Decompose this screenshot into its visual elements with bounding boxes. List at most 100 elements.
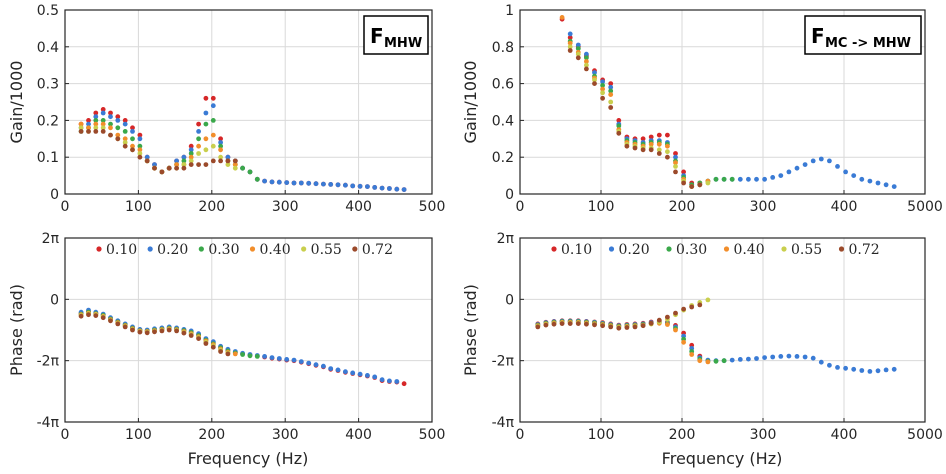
x-axis-label: Frequency (Hz) bbox=[188, 449, 309, 468]
data-point bbox=[210, 158, 216, 164]
x-tick-label: 300 bbox=[272, 427, 299, 443]
series-0.10 bbox=[78, 309, 407, 387]
data-point bbox=[291, 357, 297, 363]
y-tick-label: 0 bbox=[50, 292, 59, 308]
data-point bbox=[859, 176, 865, 182]
legend-marker bbox=[249, 246, 256, 252]
data-point bbox=[93, 114, 99, 120]
data-point bbox=[298, 180, 304, 186]
data-point bbox=[335, 182, 341, 188]
data-point bbox=[247, 169, 253, 175]
data-point bbox=[648, 141, 654, 147]
data-point bbox=[321, 181, 326, 187]
data-point bbox=[648, 320, 654, 326]
legend-label: 0.72 bbox=[362, 242, 393, 258]
data-point bbox=[166, 327, 172, 333]
gain-panel-mc-to-mhw: 0 100 200 300 400 5000 0 0.2 0.4 0.6 0.8 1 Gain/1000… bbox=[461, 3, 943, 215]
data-point bbox=[640, 323, 646, 329]
data-point bbox=[673, 164, 678, 169]
data-point bbox=[835, 365, 840, 370]
data-point bbox=[762, 176, 767, 182]
data-point bbox=[254, 176, 260, 182]
data-point bbox=[137, 151, 143, 156]
x-tick-label: 400 bbox=[345, 427, 372, 443]
x-tick-label: 0 bbox=[516, 427, 525, 443]
data-point bbox=[122, 143, 128, 149]
data-point bbox=[640, 147, 646, 153]
data-point bbox=[818, 156, 824, 162]
x-tick-label: 200 bbox=[669, 199, 696, 215]
data-point bbox=[778, 173, 784, 179]
data-point bbox=[335, 367, 341, 373]
data-point bbox=[624, 143, 630, 149]
data-point bbox=[203, 341, 209, 346]
data-point bbox=[827, 158, 832, 164]
data-point bbox=[350, 183, 356, 189]
data-point bbox=[656, 141, 662, 147]
y-tick-label: 0.1 bbox=[37, 150, 59, 166]
data-point bbox=[875, 368, 881, 374]
data-point bbox=[729, 357, 735, 363]
x-tick-label: 100 bbox=[125, 427, 152, 443]
data-point bbox=[188, 162, 194, 168]
data-point bbox=[152, 162, 157, 168]
data-point bbox=[232, 351, 238, 357]
data-point bbox=[188, 147, 194, 153]
data-point bbox=[697, 358, 703, 364]
label-main: F bbox=[811, 24, 825, 48]
data-point bbox=[218, 140, 224, 145]
data-point bbox=[218, 349, 224, 354]
data-point bbox=[721, 358, 727, 364]
legend-label: 0.20 bbox=[619, 242, 650, 258]
data-point bbox=[648, 134, 654, 140]
data-point bbox=[78, 125, 84, 131]
data-point bbox=[188, 154, 194, 160]
data-point bbox=[729, 176, 735, 182]
data-point bbox=[218, 136, 224, 142]
y-tick-label: -2π bbox=[492, 354, 515, 370]
data-point bbox=[100, 315, 106, 321]
data-point bbox=[225, 154, 231, 160]
legend-label: 0.55 bbox=[791, 242, 822, 258]
series-0.72 bbox=[567, 48, 703, 190]
data-point bbox=[372, 374, 378, 380]
data-point bbox=[624, 325, 630, 330]
data-point bbox=[130, 327, 135, 333]
data-point bbox=[372, 185, 378, 190]
data-point bbox=[365, 373, 370, 378]
data-point bbox=[575, 42, 581, 48]
y-tick-label: 0.4 bbox=[492, 113, 514, 129]
data-point bbox=[108, 318, 113, 324]
data-point bbox=[100, 107, 106, 112]
data-point bbox=[181, 154, 187, 160]
legend-marker bbox=[781, 246, 787, 252]
data-point bbox=[608, 324, 614, 330]
data-point bbox=[130, 143, 135, 149]
label-subscript: MC -> MHW bbox=[825, 36, 911, 51]
data-point bbox=[203, 121, 209, 127]
y-tick-label: 0.2 bbox=[492, 150, 514, 166]
data-point bbox=[681, 339, 686, 345]
data-point bbox=[298, 359, 304, 364]
data-point bbox=[600, 79, 605, 85]
data-point bbox=[225, 162, 231, 168]
data-point bbox=[115, 125, 121, 131]
data-point bbox=[673, 169, 678, 175]
x-tick-label: 300 bbox=[272, 199, 299, 215]
data-point bbox=[122, 140, 128, 145]
series-0.55 bbox=[567, 44, 711, 190]
data-point bbox=[188, 158, 194, 164]
data-point bbox=[196, 151, 202, 156]
data-point bbox=[608, 84, 614, 90]
data-point bbox=[786, 169, 792, 175]
data-point bbox=[567, 321, 573, 326]
y-tick-label: 2π bbox=[42, 231, 60, 247]
data-point bbox=[115, 118, 121, 123]
series-0.72 bbox=[78, 312, 231, 357]
data-point bbox=[592, 77, 597, 83]
x-tick-label: 100 bbox=[588, 199, 615, 215]
data-point bbox=[632, 324, 638, 330]
data-point bbox=[584, 59, 589, 64]
data-point bbox=[802, 162, 808, 168]
x-tick-label: 5000 bbox=[907, 199, 943, 215]
